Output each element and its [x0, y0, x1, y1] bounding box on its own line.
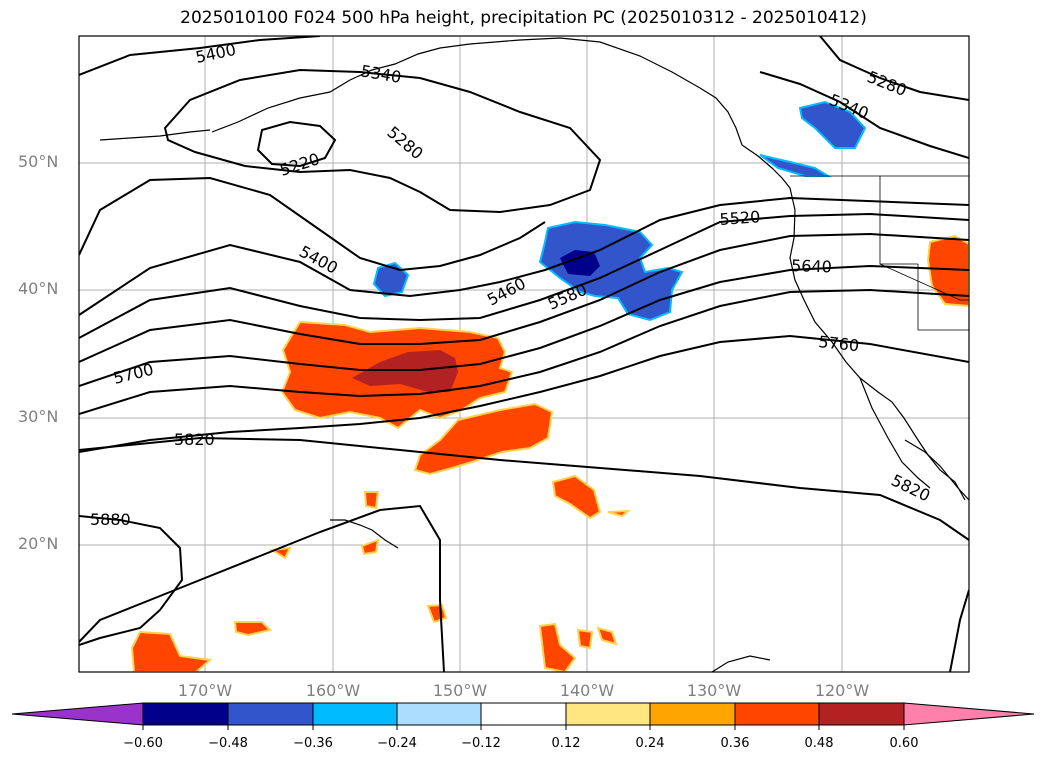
colorbar-segment — [818, 702, 905, 726]
anomaly-area-east-2 — [926, 234, 969, 308]
anomaly-area-small-7 — [360, 538, 380, 556]
colorbar-tick-label: −0.24 — [377, 736, 417, 751]
lat-label-40n: 40°N — [18, 279, 59, 298]
contour-label: 5760 — [818, 332, 860, 355]
anomaly-area-gulf-of-alaska — [372, 261, 410, 298]
colorbar-segment — [227, 702, 314, 726]
anomaly-area-east-1 — [551, 474, 602, 520]
colorbar-segment — [649, 702, 736, 726]
anomaly-area-southwest — [130, 630, 213, 672]
coastline-aleutians — [99, 129, 211, 141]
contour-5820 — [79, 504, 445, 672]
contour-label: 5880 — [90, 510, 131, 529]
lon-label-140w: 140°W — [559, 681, 615, 700]
contour-5640 — [79, 264, 969, 387]
contour-5400-north — [79, 36, 321, 76]
colorbar-segment — [312, 702, 398, 726]
colorbar-tick-label: 0.48 — [804, 736, 834, 751]
colorbar-tick-label: −0.36 — [293, 736, 333, 751]
contour-5460 — [79, 196, 969, 316]
anomaly-area-small-5 — [363, 491, 380, 510]
contour-5760 — [79, 334, 969, 453]
colorbar-segment — [480, 702, 567, 726]
lat-label-30n: 30°N — [18, 407, 59, 426]
anomaly-area-bc-coast — [798, 100, 867, 149]
coastline-alaska-peninsula — [211, 37, 701, 133]
contour-5880 — [79, 515, 184, 646]
anomaly-area-northeast-pacific — [538, 220, 684, 322]
colorbar-extend-high — [903, 702, 1035, 726]
lat-label-20n: 20°N — [18, 534, 59, 553]
contour-5520 — [79, 212, 969, 339]
height-contours — [79, 36, 969, 672]
lon-label-160w: 160°W — [305, 681, 361, 700]
contour-5340-east — [759, 71, 969, 159]
contour-5400 — [79, 176, 546, 272]
coastline-mexico — [904, 439, 969, 501]
contour-5820-east — [79, 436, 969, 541]
lon-label-150w: 150°W — [432, 681, 488, 700]
map-background — [79, 36, 969, 672]
colorbar-segment — [142, 702, 229, 726]
coastline-mexico-south — [711, 655, 771, 672]
anomaly-area-small-1 — [233, 621, 272, 637]
colorbar-tick-label: −0.60 — [123, 736, 163, 751]
political-boundaries — [790, 175, 969, 331]
colorbar-tick-label: 0.24 — [635, 736, 665, 751]
anomaly-area-south — [538, 622, 577, 672]
contour-5880-east — [949, 589, 969, 672]
anomaly-area-small-4 — [596, 626, 618, 646]
colorbar-segment — [396, 702, 482, 726]
boundary-state-3 — [879, 263, 969, 301]
lon-label-120w: 120°W — [814, 681, 870, 700]
strong-negative-anomaly-core — [560, 250, 600, 276]
coastlines — [99, 37, 969, 672]
colorbar-ticks — [142, 725, 905, 730]
anomaly-area-small-3 — [576, 628, 594, 650]
colorbar-segment — [734, 702, 820, 726]
contour-5280-east — [819, 36, 969, 101]
coastline-baja — [859, 377, 931, 489]
colorbar-tick-label: −0.12 — [461, 736, 501, 751]
anomaly-area-small-6 — [268, 546, 292, 560]
map-frame — [78, 35, 970, 673]
colorbar-tick-label: 0.12 — [551, 736, 581, 751]
contour-label: 5640 — [791, 256, 832, 276]
contour-5220 — [256, 120, 337, 168]
anomaly-area-subtropical-band — [413, 402, 554, 476]
contour-label: 5820 — [174, 430, 215, 449]
coastline-canada-pacific — [699, 87, 791, 189]
contour-5580 — [79, 232, 969, 363]
lon-label-170w: 170°W — [177, 681, 233, 700]
colorbar-tick-label: 0.36 — [720, 736, 750, 751]
coastline-hawaii — [330, 519, 399, 549]
colorbar — [11, 702, 1035, 730]
boundary-state-2 — [917, 264, 969, 331]
colorbar-tick-label: 0.60 — [889, 736, 919, 751]
contour-5280-low — [163, 68, 602, 214]
negative-anomaly-areas — [372, 100, 867, 322]
colorbar-extend-low — [11, 702, 144, 726]
colorbar-tick-label: −0.48 — [208, 736, 248, 751]
colorbar-segment — [565, 702, 651, 726]
contour-label: 5520 — [719, 207, 761, 229]
contour-5700 — [79, 288, 969, 415]
coastline-us-west — [789, 187, 966, 501]
anomaly-area-small-8 — [607, 509, 631, 518]
figure-title: 2025010100 F024 500 hPa height, precipit… — [180, 8, 867, 28]
lat-label-50n: 50°N — [18, 152, 59, 171]
lon-label-130w: 130°W — [686, 681, 742, 700]
